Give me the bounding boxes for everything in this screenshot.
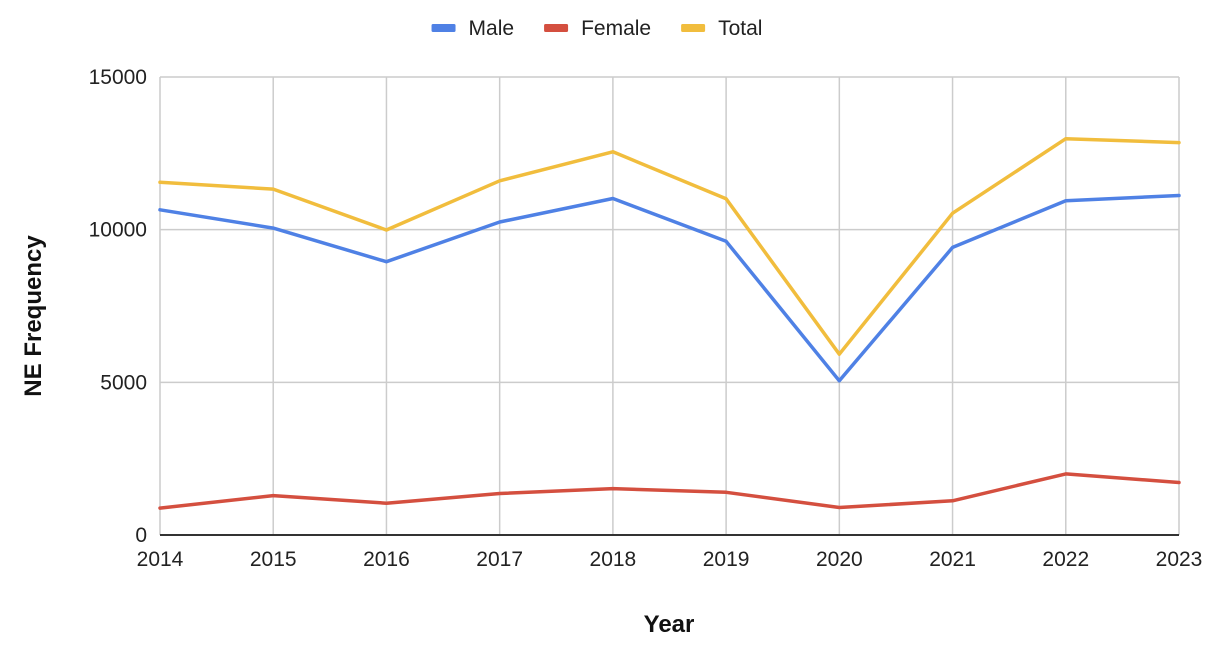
x-axis-title: Year (644, 611, 695, 638)
legend-item-male: Male (431, 17, 515, 40)
x-tick-label: 2021 (929, 548, 976, 571)
legend-swatch (681, 24, 706, 32)
legend-item-female: Female (544, 17, 651, 40)
x-tick-label: 2016 (363, 548, 410, 571)
x-tick-label: 2015 (250, 548, 297, 571)
x-tick-label: 2017 (476, 548, 523, 571)
legend-label: Female (581, 17, 651, 40)
x-tick-label: 2020 (816, 548, 863, 571)
y-tick-label: 15000 (89, 66, 147, 89)
axis-layer: 0 5000 10000 15000 2014 2015 2016 2017 2018 2019 2… (89, 66, 1203, 571)
legend: Male Female Total (431, 17, 762, 40)
legend-label: Male (469, 17, 515, 40)
grid-layer (159, 76, 1180, 535)
y-axis-title: NE Frequency (20, 235, 47, 397)
legend-label: Total (718, 17, 762, 40)
x-tick-label: 2022 (1042, 548, 1089, 571)
legend-swatch (544, 24, 569, 32)
x-tick-label: 2014 (137, 548, 184, 571)
x-tick-label: 2019 (703, 548, 750, 571)
y-tick-label: 10000 (89, 219, 147, 242)
series-line-male (158, 193, 1181, 383)
y-tick-label: 5000 (100, 371, 147, 394)
legend-swatch (431, 24, 456, 32)
series-layer (158, 136, 1181, 510)
x-tick-label: 2018 (590, 548, 637, 571)
series-line-total (158, 136, 1181, 356)
series-line-female (158, 472, 1181, 510)
x-tick-label: 2023 (1156, 548, 1203, 571)
legend-item-total: Total (681, 17, 762, 40)
y-tick-label: 0 (135, 524, 147, 547)
